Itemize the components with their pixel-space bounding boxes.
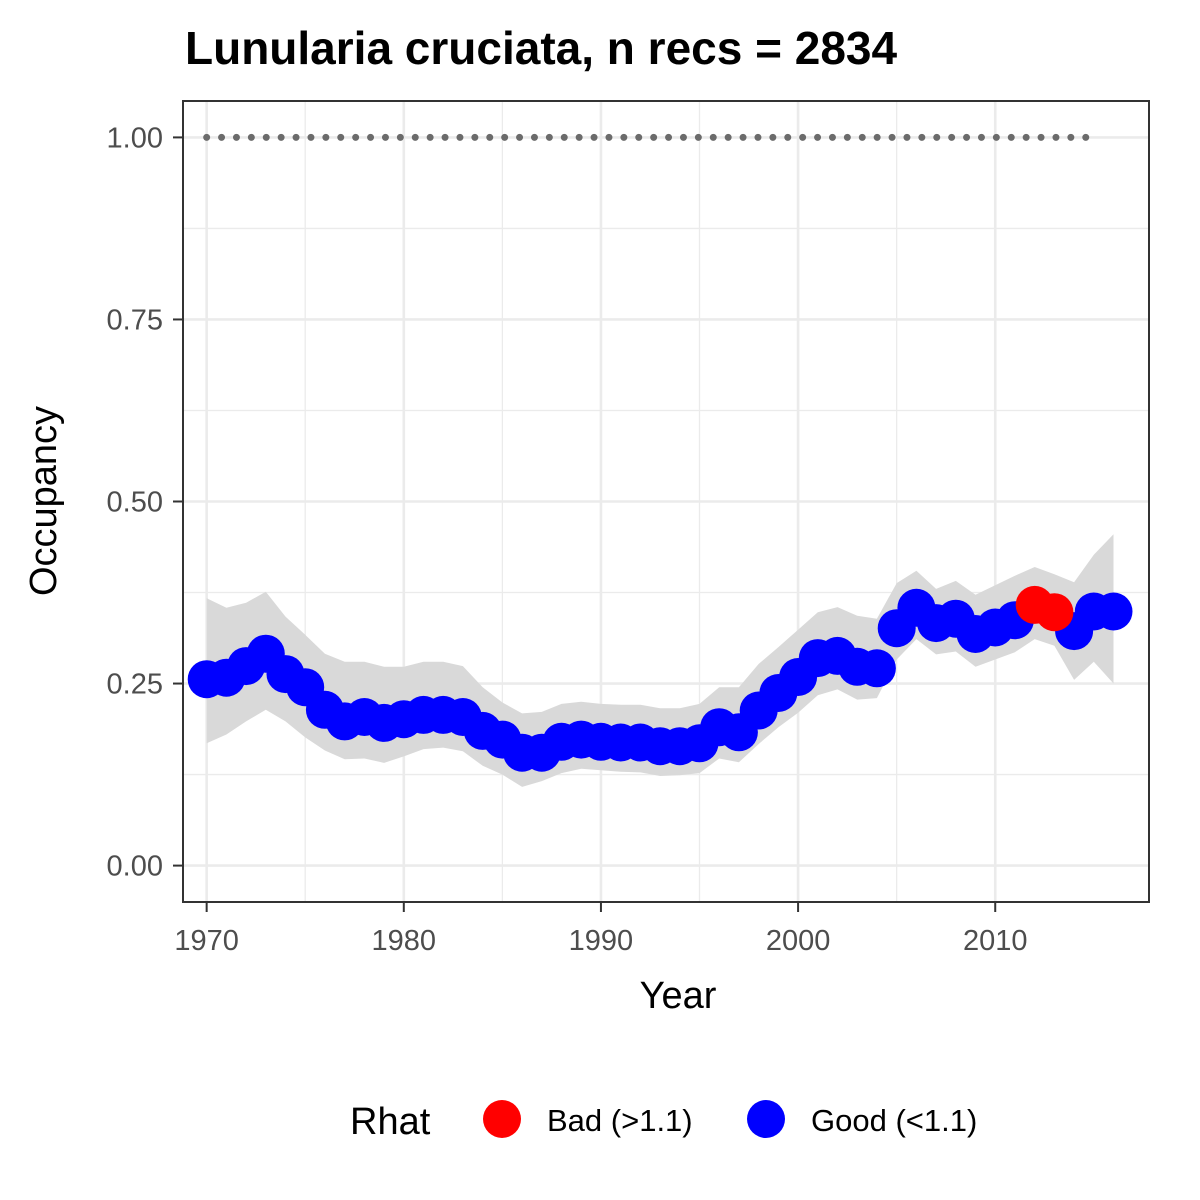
x-axis-title: Year [640, 975, 717, 1017]
x-tick-label: 1980 [372, 925, 437, 957]
legend-key-bad [483, 1100, 521, 1138]
legend-key-good [747, 1100, 785, 1138]
x-tick-label: 2010 [963, 925, 1028, 957]
data-point-good [1094, 592, 1133, 631]
chart-title: Lunularia cruciata, n recs = 2834 [185, 22, 897, 74]
x-tick-label: 2000 [766, 925, 831, 957]
y-tick-label: 0.75 [107, 304, 163, 336]
data-points [187, 585, 1133, 772]
legend-label-good: Good (<1.1) [811, 1103, 977, 1138]
x-tick-label: 1990 [569, 925, 634, 957]
y-tick-label: 0.50 [107, 487, 163, 519]
grid-lines [183, 101, 1149, 902]
legend: Rhat Bad (>1.1) Good (<1.1) [350, 1100, 977, 1143]
x-axis: 1970 1980 1990 2000 2010 [174, 902, 1027, 957]
data-point-bad [1035, 593, 1074, 632]
y-axis: 0.00 0.25 0.50 0.75 1.00 [107, 122, 183, 883]
y-tick-label: 0.25 [107, 669, 163, 701]
y-tick-label: 1.00 [107, 122, 163, 154]
plot-panel [182, 100, 1150, 903]
x-tick-label: 1970 [174, 925, 239, 957]
legend-title: Rhat [350, 1101, 431, 1143]
data-point-good [857, 649, 896, 688]
legend-label-bad: Bad (>1.1) [547, 1103, 693, 1138]
y-axis-title: Occupancy [23, 406, 65, 596]
y-tick-label: 0.00 [107, 851, 163, 883]
